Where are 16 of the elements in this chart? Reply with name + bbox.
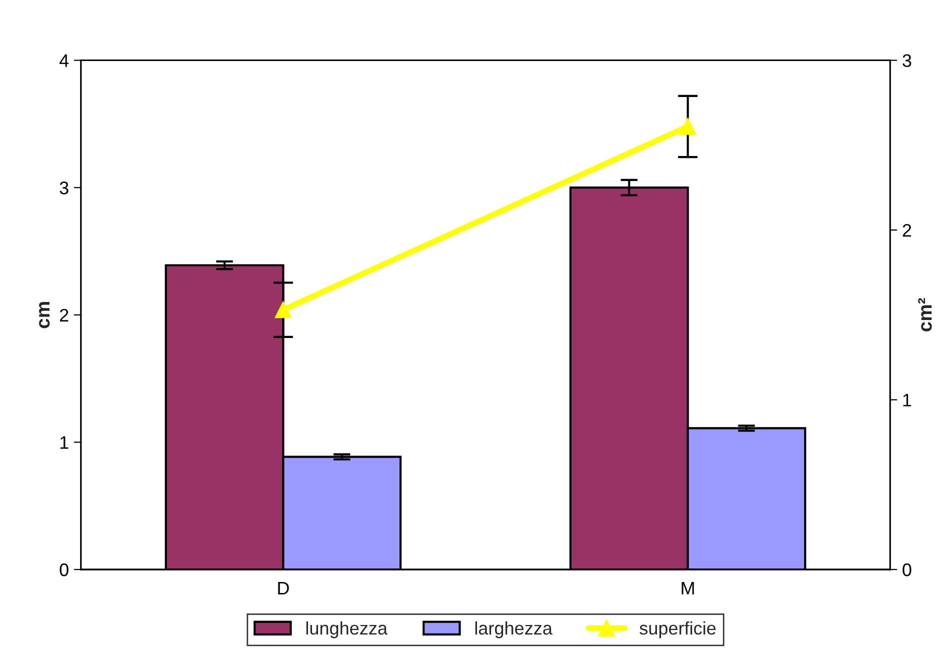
y2-tick-label: 3: [902, 54, 912, 68]
y-tick-label: 3: [60, 182, 68, 194]
y-tick-label: 2: [60, 308, 68, 322]
y2-axis-title: cm²: [918, 298, 932, 332]
legend-label: lunghezza: [306, 621, 388, 638]
y2-tick-label: 2: [902, 224, 912, 237]
x-tick-label: M: [682, 582, 694, 594]
y-tick-label: 1: [60, 436, 68, 449]
y2-tick-label: 0: [902, 563, 912, 576]
y-tick-label: 0: [60, 563, 68, 576]
y2-tick-label: 1: [903, 394, 912, 406]
y-tick-label: 4: [59, 54, 69, 67]
legend-label: superficie: [640, 621, 716, 638]
y-axis-title: cm: [39, 302, 50, 328]
x-tick-label: D: [278, 582, 289, 594]
legend-label: larghezza: [475, 621, 552, 638]
